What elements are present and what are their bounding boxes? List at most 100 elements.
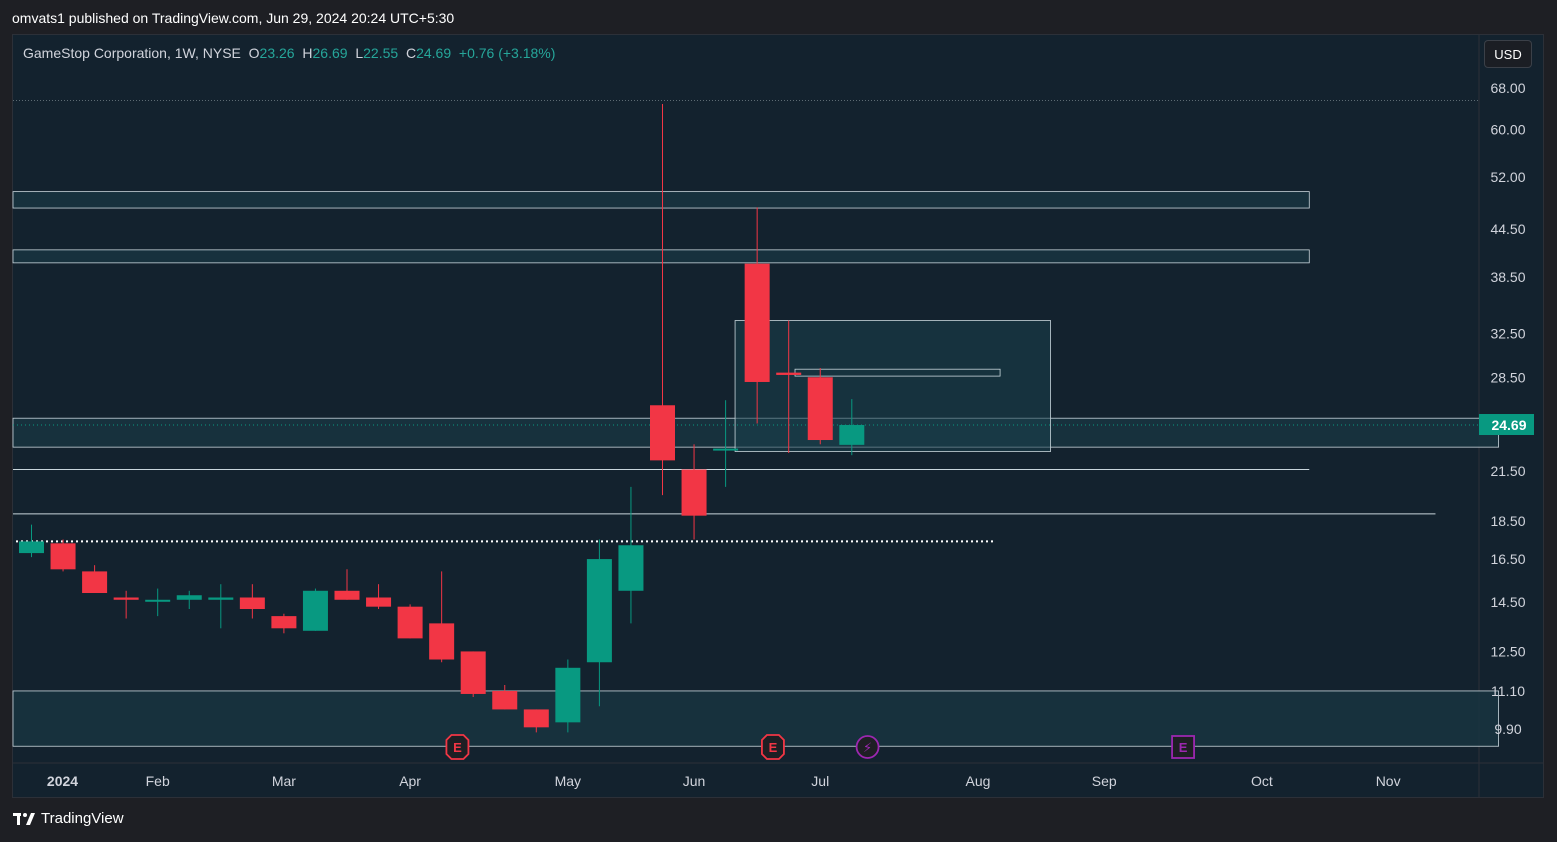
y-tick-label-6: 28.50 [1490, 369, 1525, 385]
x-tick-label-0: 2024 [47, 773, 78, 789]
candle-body-20 [650, 405, 675, 461]
legend-change: +0.76 (+3.18%) [458, 45, 556, 61]
last-price-label: 24.69 [1491, 417, 1526, 433]
candle-9 [302, 588, 328, 631]
x-tick-label-1: Feb [146, 773, 170, 789]
candle-10 [334, 569, 360, 600]
candle-18 [586, 539, 612, 707]
candle-1 [50, 539, 76, 572]
candle-body-19 [618, 545, 644, 591]
candle-21 [681, 444, 707, 540]
candle-body-10 [334, 590, 360, 600]
legend-open-label: O [248, 45, 260, 61]
tradingview-brand: TradingView [41, 810, 124, 827]
currency-button[interactable]: USD [1484, 40, 1532, 68]
candle-body-25 [807, 377, 833, 441]
tradingview-logo[interactable]: TradingView [13, 810, 124, 827]
candle-body-6 [208, 597, 234, 600]
y-tick-label-0: 68.00 [1490, 80, 1525, 96]
candle-7 [239, 584, 265, 619]
candle-body-1 [50, 543, 76, 570]
y-tick-label-13: 9.90 [1494, 721, 1521, 737]
legend-high-value: 26.69 [312, 45, 348, 61]
candle-19 [618, 486, 644, 624]
candle-body-3 [113, 597, 139, 600]
earnings-icon [445, 734, 470, 760]
candle-body-9 [302, 590, 328, 631]
earnings-icon [761, 734, 785, 760]
earnings-letter: E [453, 740, 462, 755]
candle-17 [555, 659, 581, 733]
candle-body-15 [492, 690, 518, 710]
candle-body-8 [271, 616, 297, 629]
candle-22 [713, 400, 739, 487]
candle-0 [19, 524, 44, 558]
x-tick-label-5: Jun [683, 773, 706, 789]
candle-body-17 [555, 667, 581, 723]
zone-rect-0 [12, 191, 1310, 209]
x-tick-label-2: Mar [272, 773, 296, 789]
candle-11 [366, 584, 392, 610]
legend-low-label: L [355, 45, 364, 61]
legend-low-value: 22.55 [363, 45, 399, 61]
x-tick-label-8: Sep [1092, 773, 1117, 789]
candle-24 [776, 320, 802, 453]
legend-symbol: GameStop Corporation, 1W, NYSE [23, 45, 241, 61]
publish-caption: omvats1 published on TradingView.com, Ju… [12, 10, 455, 26]
candle-16 [523, 709, 549, 733]
candle-body-12 [397, 606, 423, 639]
candle-body-13 [429, 623, 455, 660]
candle-body-21 [681, 469, 707, 516]
y-tick-label-9: 16.50 [1490, 551, 1525, 567]
y-tick-label-2: 52.00 [1490, 169, 1525, 185]
y-tick-label-1: 60.00 [1490, 122, 1525, 138]
legend-close-value: 24.69 [416, 45, 452, 61]
candle-body-23 [744, 263, 770, 382]
candle-body-22 [713, 448, 739, 451]
earnings-letter: E [1179, 740, 1188, 755]
candle-12 [397, 604, 423, 639]
earnings-future-icon [1171, 735, 1195, 759]
candle-15 [492, 685, 518, 710]
range-box [734, 320, 1051, 452]
candle-body-18 [586, 559, 612, 663]
x-tick-label-4: May [555, 773, 581, 789]
candle-body-2 [82, 571, 108, 594]
candle-14 [460, 651, 486, 697]
chart-legend: GameStop Corporation, 1W, NYSE O23.26 H2… [23, 45, 555, 61]
legend-high-label: H [302, 45, 313, 61]
legend-open-value: 23.26 [259, 45, 295, 61]
x-tick-label-7: Aug [966, 773, 991, 789]
zone-rect-1 [12, 249, 1310, 264]
split-icon [855, 735, 880, 759]
event-marker-earnings-0: E [445, 734, 470, 760]
event-marker-earnings-future-3: E [1171, 735, 1195, 759]
y-tick-label-12: 11.10 [1491, 683, 1525, 699]
candle-body-14 [460, 651, 486, 694]
last-price-badge [1479, 414, 1534, 436]
y-tick-label-5: 32.50 [1490, 326, 1525, 342]
zone-rect-3 [12, 690, 1499, 747]
candle-body-5 [176, 595, 202, 600]
candle-26 [839, 399, 865, 456]
candle-2 [82, 565, 108, 594]
candle-body-24 [776, 372, 802, 375]
x-tick-label-9: Oct [1251, 773, 1273, 789]
y-tick-label-8: 18.50 [1490, 513, 1525, 529]
x-tick-label-3: Apr [399, 773, 421, 789]
candle-13 [429, 571, 455, 663]
candle-6 [208, 584, 234, 629]
y-tick-label-7: 21.50 [1490, 463, 1525, 479]
split-icon-glyph: ⚡ [863, 741, 872, 756]
candle-23 [744, 207, 770, 424]
candle-body-26 [839, 425, 865, 445]
event-marker-earnings-1: E [761, 734, 785, 760]
candle-body-0 [19, 541, 44, 554]
candle-3 [113, 590, 139, 619]
candle-body-7 [239, 597, 265, 610]
y-tick-label-4: 38.50 [1490, 269, 1525, 285]
candle-5 [176, 590, 202, 610]
candle-body-4 [145, 599, 171, 602]
tradingview-logo-icon [13, 812, 35, 825]
